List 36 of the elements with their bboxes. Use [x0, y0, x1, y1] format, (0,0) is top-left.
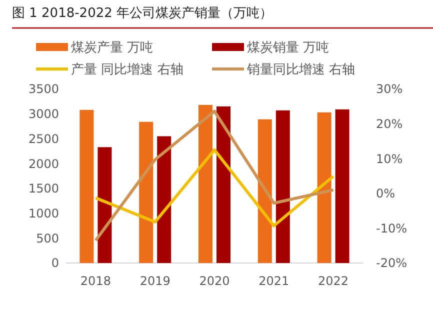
- y-tick-label: 0: [51, 256, 59, 270]
- x-tick-label: 2018: [80, 274, 111, 288]
- bar: [98, 147, 112, 263]
- line-series: [94, 148, 335, 228]
- y2-tick-label: 10%: [376, 152, 403, 166]
- bar: [157, 136, 172, 263]
- y-tick-label: 500: [36, 231, 59, 246]
- y-tick-label: 1000: [28, 206, 59, 220]
- bar: [216, 106, 230, 263]
- bar: [317, 112, 332, 263]
- x-tick-label: 2022: [318, 274, 349, 288]
- line-series: [94, 110, 335, 242]
- y-tick-label: 3000: [28, 107, 59, 122]
- legend-label: 煤炭销量 万吨: [247, 40, 330, 56]
- y2-tick-label: 0%: [376, 186, 396, 201]
- x-tick-label: 2020: [199, 274, 230, 288]
- bar: [276, 110, 290, 263]
- y2-tick-label: 20%: [376, 117, 403, 131]
- chart-title: 图 1 2018-2022 年公司煤炭产销量（万吨）: [12, 6, 273, 21]
- y2-tick-label: 30%: [376, 82, 403, 96]
- bar: [258, 119, 272, 263]
- legend-label: 产量 同比增速 右轴: [71, 62, 184, 78]
- x-tick-label: 2021: [258, 274, 290, 288]
- legend-label: 煤炭产量 万吨: [71, 40, 154, 56]
- y-tick-label: 2500: [28, 132, 59, 146]
- bar: [198, 104, 212, 263]
- bar: [335, 109, 350, 263]
- y-tick-label: 1500: [28, 182, 59, 196]
- x-tick-label: 2019: [140, 274, 170, 288]
- y-tick-label: 3500: [28, 82, 59, 96]
- y-tick-label: 2000: [28, 156, 59, 171]
- y2-tick-label: -20%: [376, 256, 408, 270]
- bar: [139, 122, 154, 263]
- bar: [80, 110, 94, 263]
- legend-label: 销量同比增速 右轴: [246, 62, 356, 78]
- y2-tick-label: -10%: [376, 221, 408, 236]
